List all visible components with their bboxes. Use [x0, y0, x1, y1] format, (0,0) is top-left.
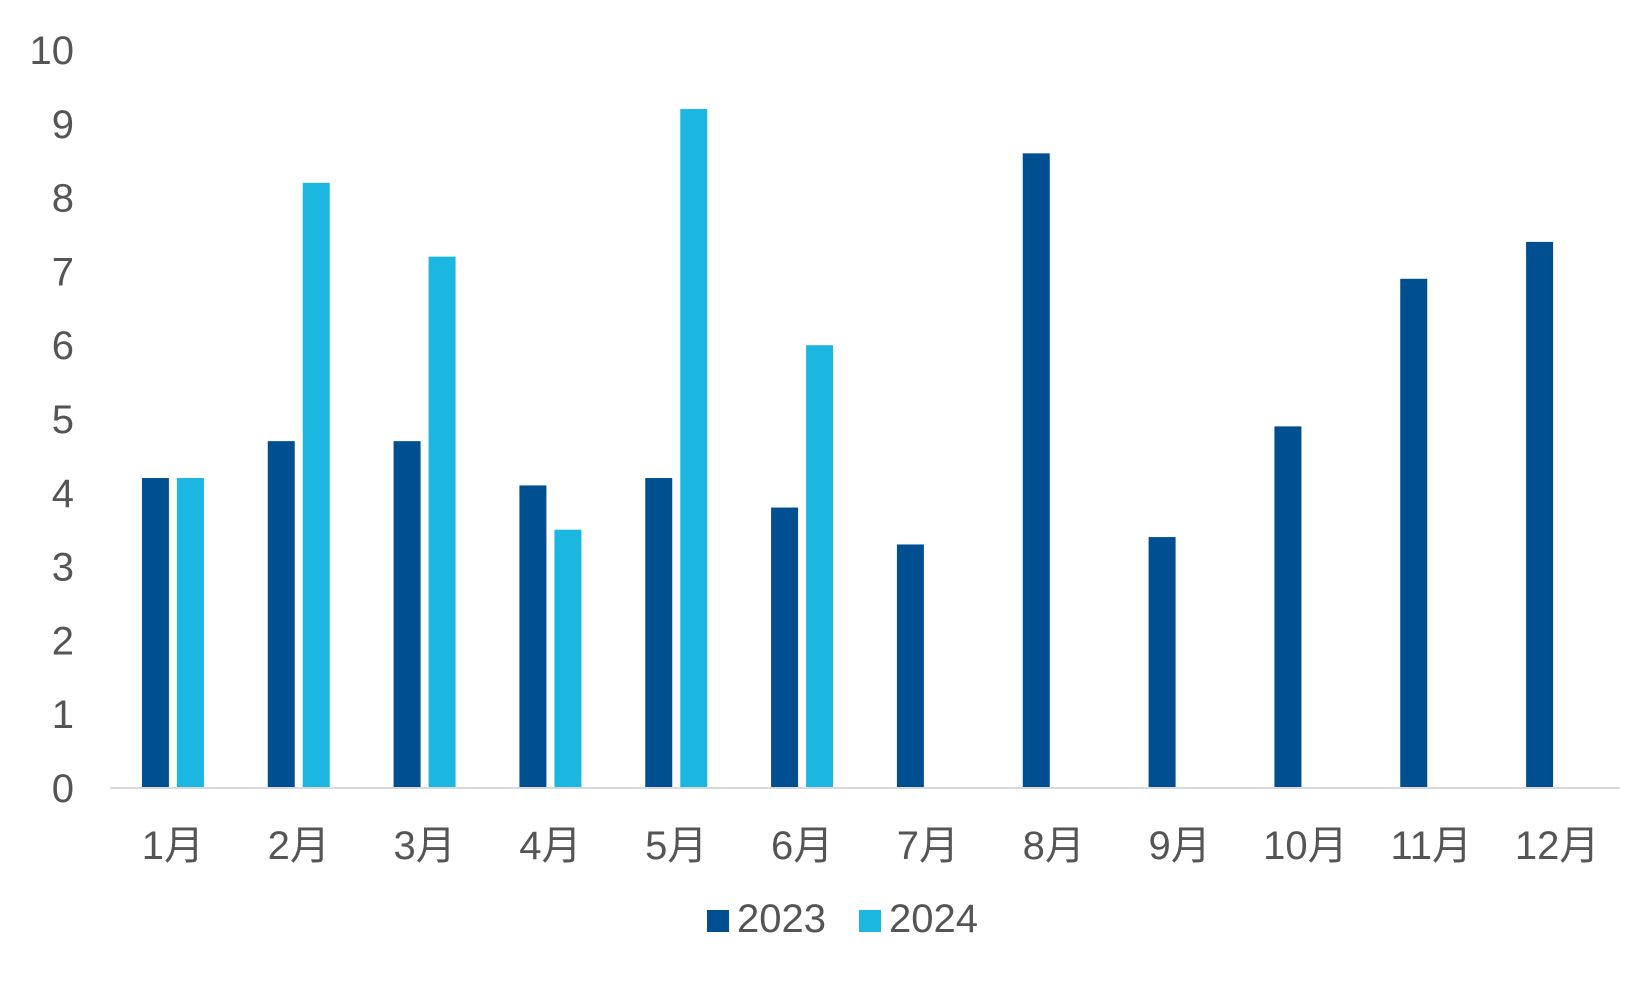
bar-2023-12 — [1526, 241, 1554, 788]
x-tick-label: 8月 — [1023, 824, 1085, 868]
y-axis-ticks: 0 1 2 3 4 5 6 7 8 9 10 — [30, 29, 75, 811]
legend-swatch-2023 — [707, 910, 729, 932]
bar-2023-4 — [519, 485, 547, 788]
x-tick-label: 9月 — [1148, 824, 1210, 868]
bar-2023-6 — [771, 507, 799, 788]
legend-label-2024: 2024 — [889, 897, 978, 941]
y-tick-label: 10 — [30, 29, 75, 73]
x-tick-label: 6月 — [771, 824, 833, 868]
y-tick-label: 4 — [52, 472, 74, 516]
y-tick-label: 8 — [52, 177, 74, 221]
x-tick-label: 2月 — [268, 824, 330, 868]
y-tick-label: 6 — [52, 324, 74, 368]
x-tick-label: 1月 — [142, 824, 204, 868]
legend: 2023 2024 — [707, 897, 978, 941]
y-tick-label: 7 — [52, 250, 74, 294]
bar-2024-3 — [428, 256, 456, 788]
bar-2024-6 — [806, 345, 834, 788]
legend-swatch-2024 — [859, 910, 881, 932]
bar-2023-2 — [267, 441, 295, 788]
x-tick-label: 12月 — [1515, 824, 1600, 868]
bar-2023-7 — [896, 544, 924, 788]
bar-2024-5 — [680, 109, 708, 789]
legend-label-2023: 2023 — [737, 897, 826, 941]
bar-2023-11 — [1400, 278, 1428, 788]
y-tick-label: 1 — [52, 693, 74, 737]
bar-2023-1 — [141, 478, 169, 788]
bar-2023-5 — [645, 478, 673, 788]
bar-2023-8 — [1022, 153, 1050, 788]
y-tick-label: 9 — [52, 103, 74, 147]
y-tick-label: 3 — [52, 546, 74, 590]
x-tick-label: 7月 — [897, 824, 959, 868]
x-tick-label: 4月 — [519, 824, 581, 868]
x-tick-label: 10月 — [1263, 824, 1348, 868]
y-tick-label: 0 — [52, 767, 74, 811]
bar-2023-3 — [393, 441, 421, 788]
y-tick-label: 5 — [52, 398, 74, 442]
x-axis-ticks: 1月 2月 3月 4月 5月 6月 7月 8月 9月 10月 11月 12月 — [142, 824, 1600, 868]
x-tick-label: 3月 — [393, 824, 455, 868]
bar-2023-10 — [1274, 426, 1302, 788]
x-tick-label: 11月 — [1390, 824, 1472, 868]
bars-group — [141, 109, 1554, 789]
bar-2024-2 — [302, 182, 330, 789]
bar-2024-4 — [554, 529, 582, 788]
bar-2023-9 — [1148, 537, 1176, 788]
x-tick-label: 5月 — [645, 824, 707, 868]
bar-2024-1 — [176, 478, 204, 788]
y-tick-label: 2 — [52, 619, 74, 663]
